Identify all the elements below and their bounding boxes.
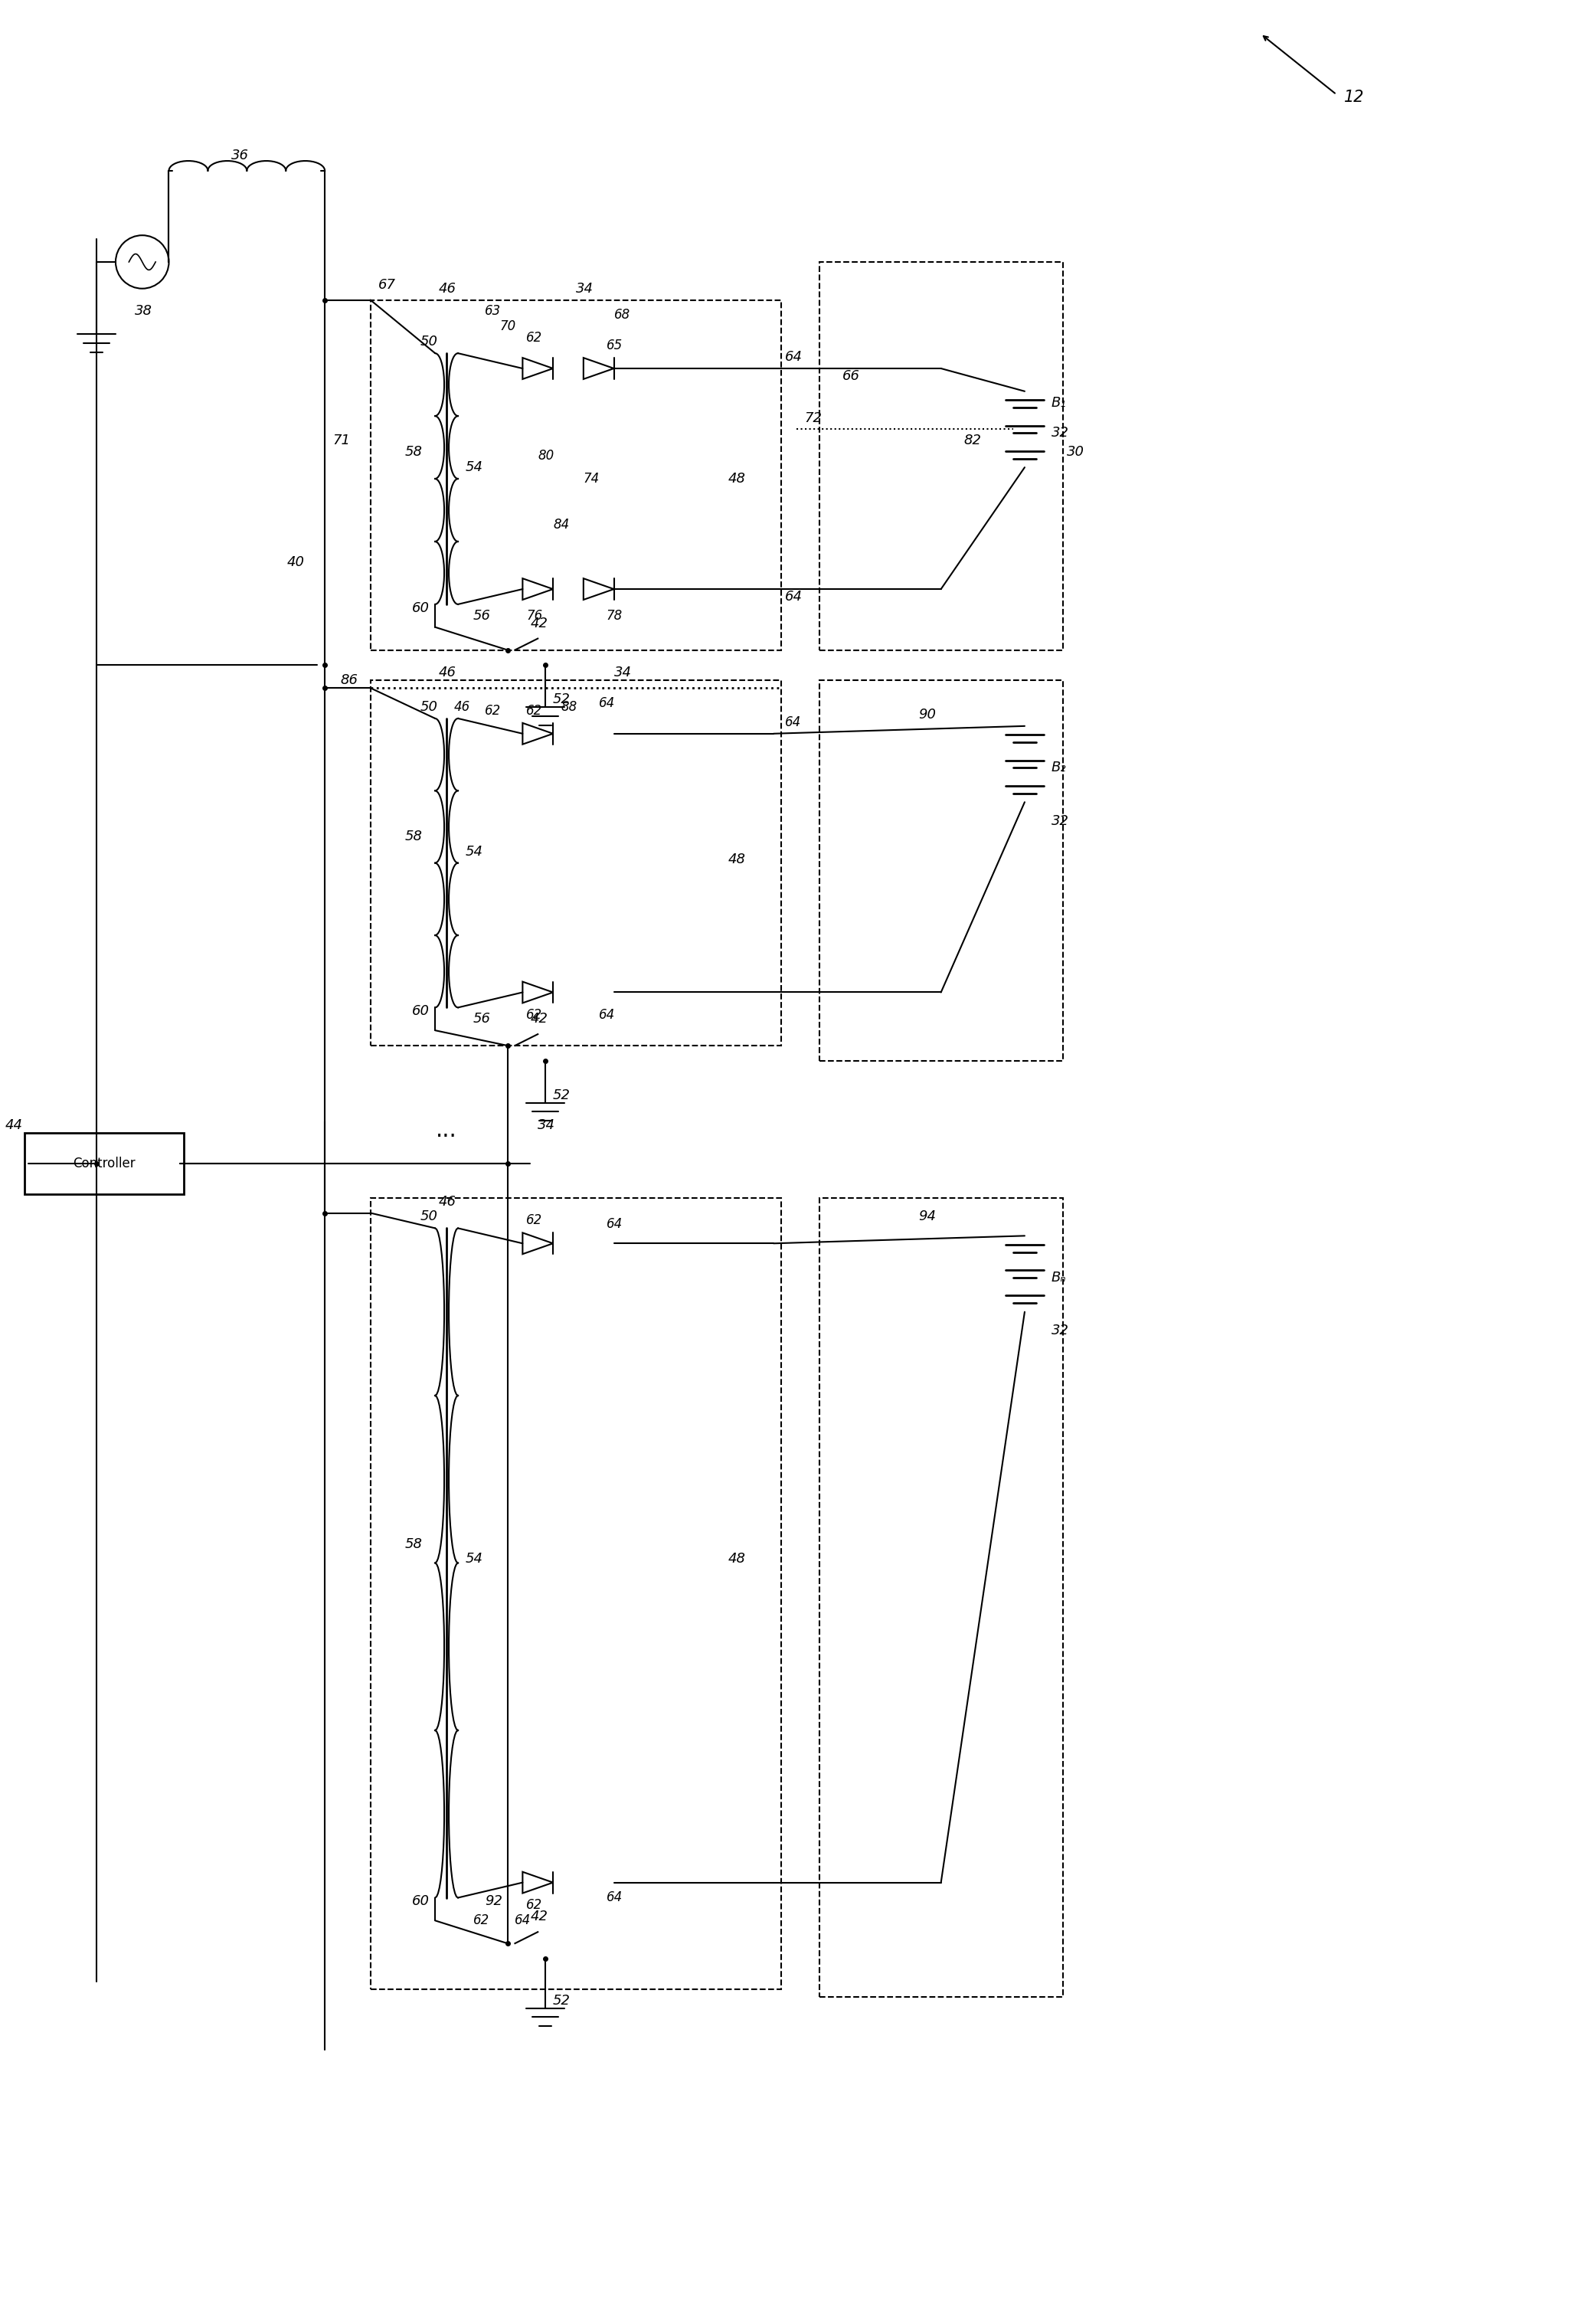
Text: 58: 58: [405, 830, 423, 844]
Text: 62: 62: [527, 1009, 543, 1023]
Text: 54: 54: [465, 1552, 483, 1566]
Text: 46: 46: [438, 281, 456, 295]
Text: 44: 44: [5, 1118, 22, 1132]
Text: 42: 42: [530, 616, 548, 630]
Text: 86: 86: [340, 674, 358, 688]
Text: Controller: Controller: [73, 1157, 136, 1171]
Text: 46: 46: [454, 700, 470, 713]
Text: 65: 65: [606, 339, 622, 353]
Text: 62: 62: [527, 704, 543, 718]
Text: 50: 50: [419, 335, 437, 349]
Text: 71: 71: [332, 435, 350, 449]
Text: 38: 38: [135, 304, 152, 318]
Text: 52: 52: [552, 693, 570, 706]
Text: 42: 42: [530, 1910, 548, 1924]
Text: B₁: B₁: [1051, 395, 1067, 409]
Text: 60: 60: [412, 1004, 431, 1018]
Text: 48: 48: [728, 1552, 746, 1566]
Text: 54: 54: [465, 844, 483, 858]
Text: 62: 62: [484, 704, 500, 718]
Text: 84: 84: [552, 518, 570, 532]
Text: 78: 78: [606, 609, 622, 623]
Text: 90: 90: [918, 709, 936, 720]
Text: 76: 76: [527, 609, 543, 623]
Text: 56: 56: [473, 1011, 491, 1025]
Text: 58: 58: [405, 1536, 423, 1550]
Text: 64: 64: [785, 590, 803, 604]
Text: 92: 92: [484, 1894, 502, 1908]
Text: 48: 48: [728, 472, 746, 486]
Text: 64: 64: [606, 1218, 622, 1232]
Text: 42: 42: [530, 1011, 548, 1025]
Text: 34: 34: [614, 667, 632, 679]
Text: 34: 34: [538, 1118, 556, 1132]
Text: 54: 54: [465, 460, 483, 474]
Text: 30: 30: [1067, 446, 1084, 460]
Text: 66: 66: [842, 370, 860, 383]
Text: 34: 34: [576, 281, 594, 295]
Text: 72: 72: [804, 411, 822, 425]
Text: 56: 56: [473, 609, 491, 623]
Text: 12: 12: [1344, 91, 1365, 105]
Text: 70: 70: [500, 321, 516, 332]
Text: 64: 64: [598, 1009, 614, 1023]
Text: 62: 62: [473, 1913, 489, 1927]
Text: 74: 74: [584, 472, 600, 486]
Text: 60: 60: [412, 1894, 431, 1908]
Text: Bₙ: Bₙ: [1051, 1271, 1067, 1285]
Text: 64: 64: [785, 351, 803, 365]
Text: 82: 82: [964, 435, 981, 449]
Text: 32: 32: [1051, 425, 1069, 439]
FancyBboxPatch shape: [24, 1134, 184, 1195]
Text: 60: 60: [412, 602, 431, 616]
Text: 36: 36: [231, 149, 249, 163]
Text: 94: 94: [918, 1211, 936, 1225]
Text: 52: 52: [552, 1994, 570, 2008]
Text: 64: 64: [514, 1913, 532, 1927]
Text: 32: 32: [1051, 813, 1069, 827]
Text: 58: 58: [405, 446, 423, 460]
Text: 64: 64: [606, 1892, 622, 1906]
Text: B₂: B₂: [1051, 760, 1067, 774]
Text: 46: 46: [438, 1195, 456, 1208]
Text: 62: 62: [527, 330, 543, 344]
Text: 63: 63: [484, 304, 500, 318]
Text: 62: 62: [527, 1213, 543, 1227]
Text: 68: 68: [614, 309, 630, 323]
Text: 32: 32: [1051, 1325, 1069, 1339]
Text: 52: 52: [552, 1088, 570, 1102]
Text: 80: 80: [538, 449, 554, 462]
Text: 46: 46: [438, 667, 456, 679]
Text: 48: 48: [728, 853, 746, 867]
Text: 50: 50: [419, 1211, 437, 1225]
Text: 64: 64: [785, 716, 801, 730]
Text: 62: 62: [527, 1899, 543, 1913]
Text: 64: 64: [598, 697, 614, 711]
Text: 88: 88: [560, 700, 576, 713]
Text: ...: ...: [435, 1120, 457, 1141]
Text: 50: 50: [419, 700, 437, 713]
Text: 67: 67: [378, 279, 396, 290]
Text: 40: 40: [287, 555, 304, 569]
